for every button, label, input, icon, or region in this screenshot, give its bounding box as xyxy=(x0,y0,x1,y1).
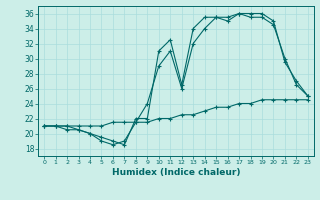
X-axis label: Humidex (Indice chaleur): Humidex (Indice chaleur) xyxy=(112,168,240,177)
